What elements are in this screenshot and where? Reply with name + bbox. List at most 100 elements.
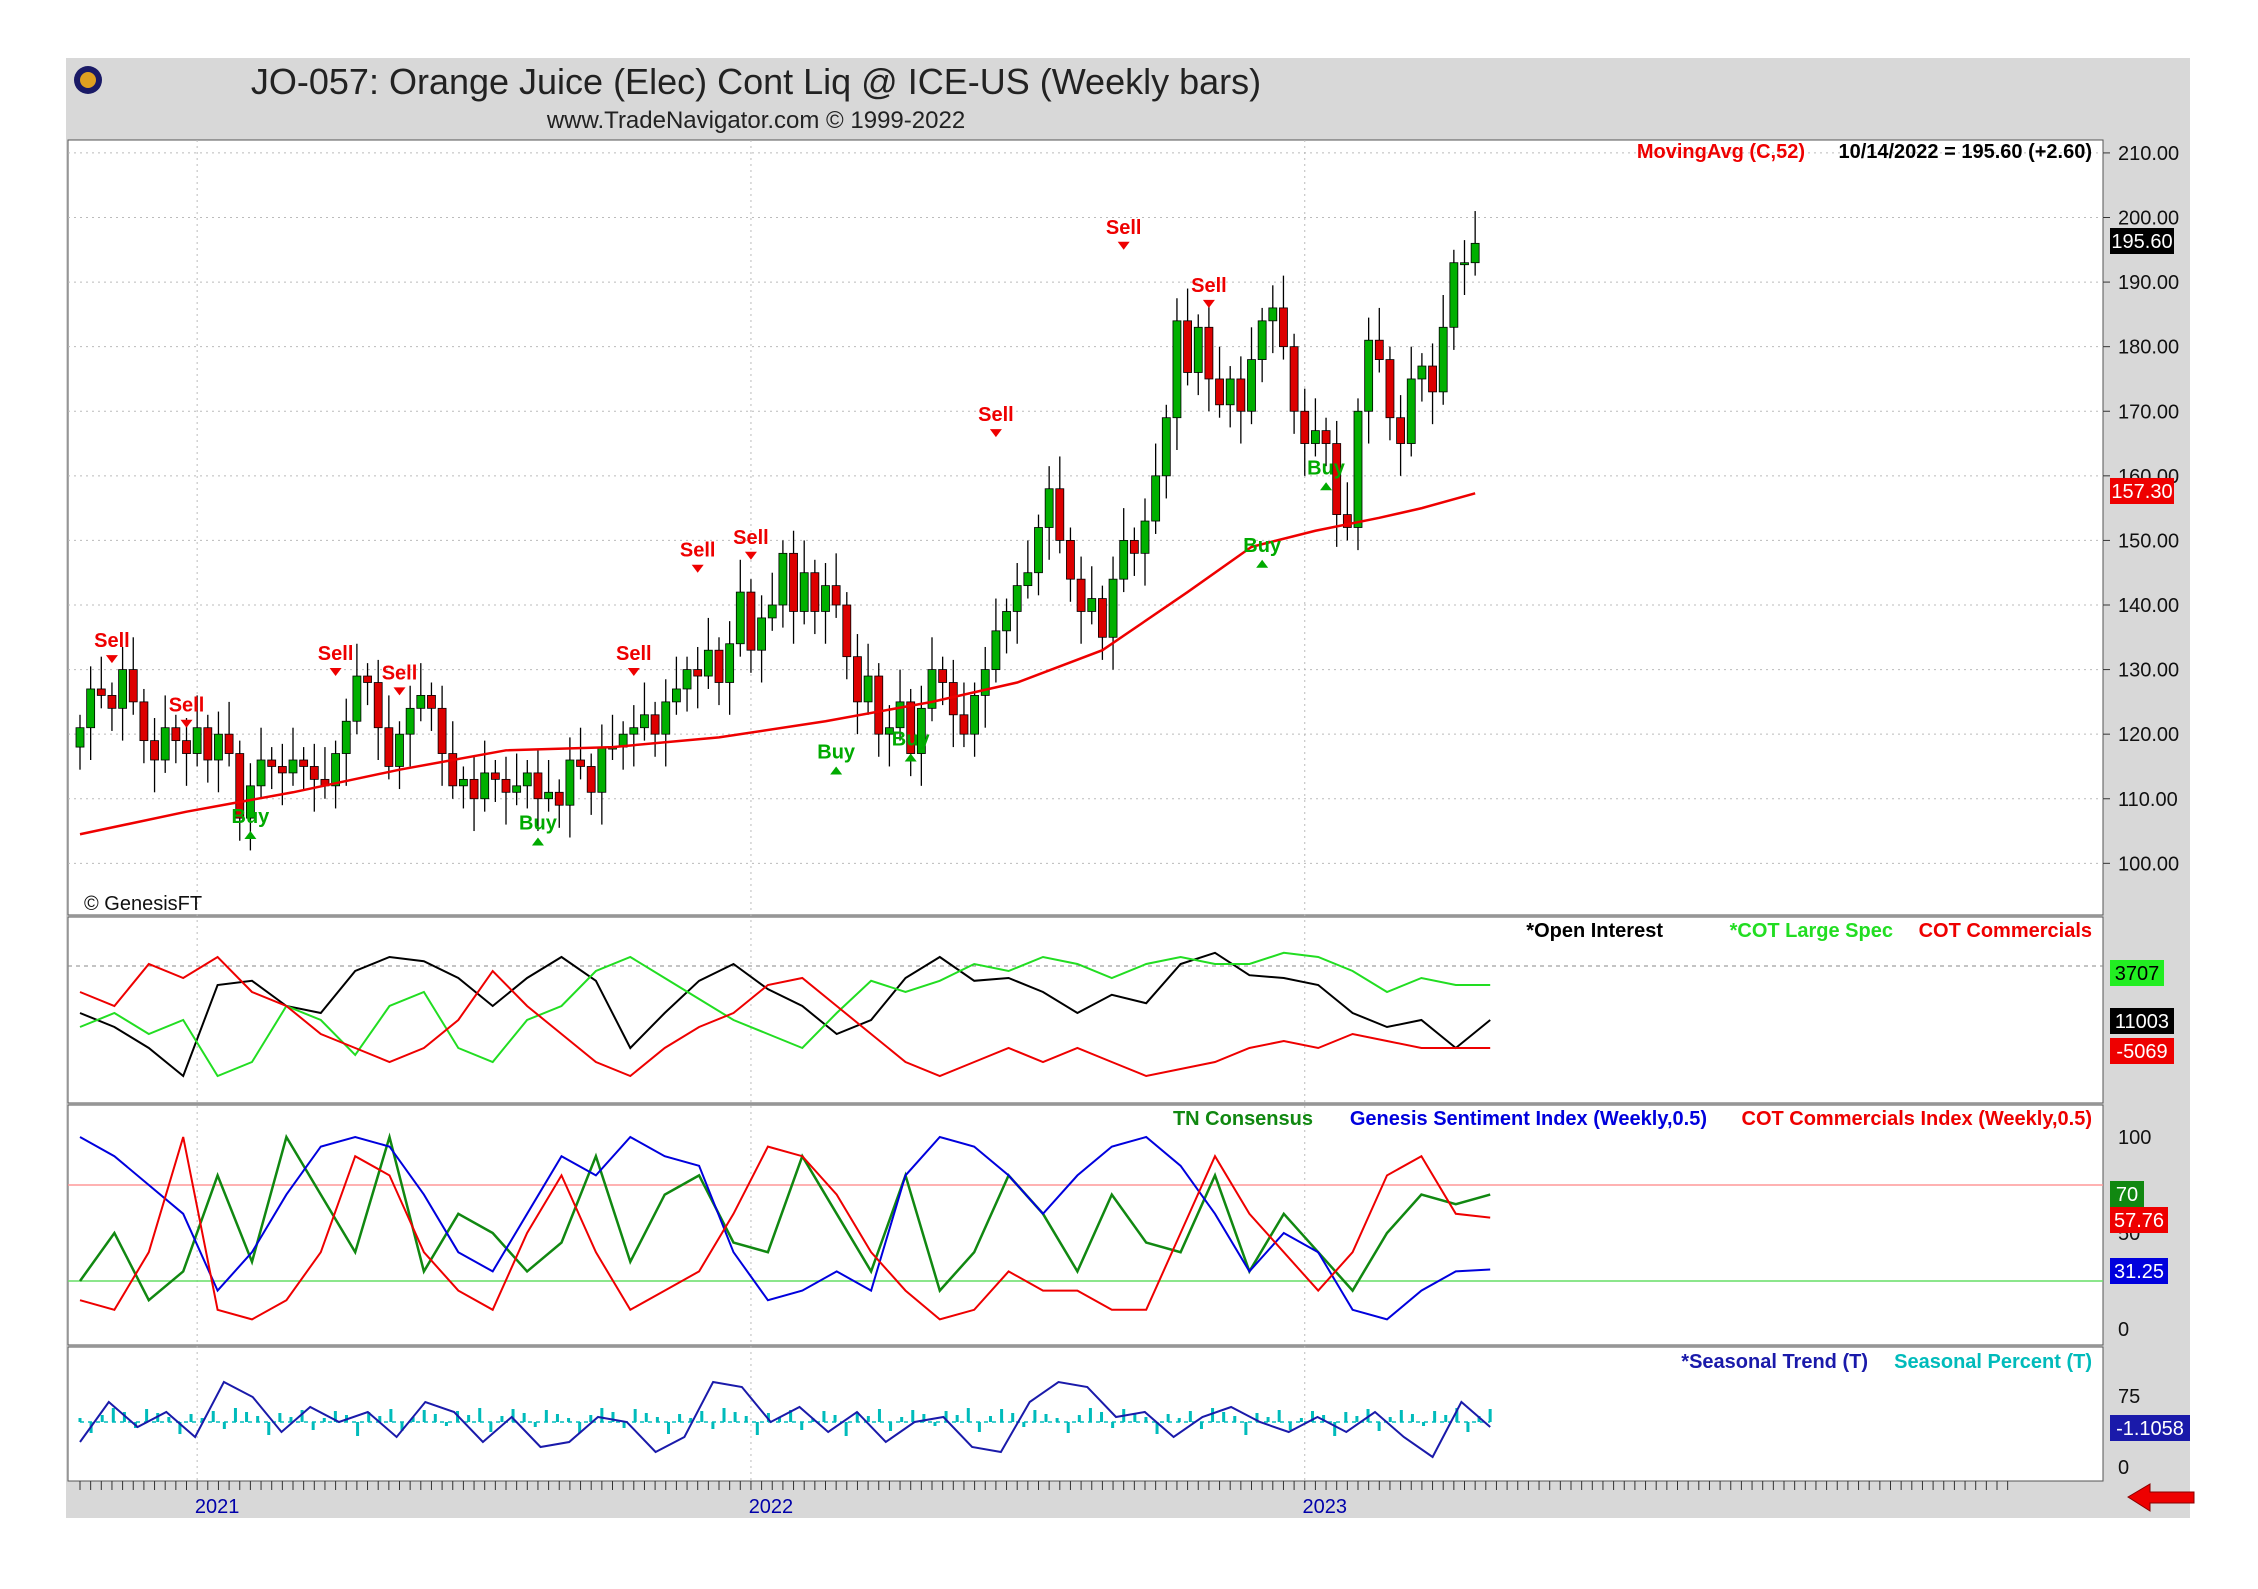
seasonal-percent-bar [356, 1422, 360, 1436]
seasonal-value: -1.1058 [2116, 1418, 2184, 1440]
seasonal-percent-bar [1000, 1409, 1004, 1422]
ma-legend: MovingAvg (C,52) [1637, 141, 1805, 163]
candle [1438, 295, 1448, 405]
large-spec-tag [2110, 960, 2164, 986]
candle [490, 760, 500, 802]
seasonal-percent-bar [1299, 1418, 1303, 1422]
seasonal-percent-bar [1355, 1416, 1359, 1422]
sell-signal: Sell [1106, 217, 1142, 250]
candle [299, 747, 309, 790]
candle [522, 760, 532, 809]
candle [991, 598, 1001, 683]
seasonal-percent-bar [655, 1417, 659, 1422]
candle [331, 740, 341, 809]
price-tick-label: 120.00 [2118, 724, 2179, 746]
seasonal-percent-bar [1388, 1417, 1392, 1422]
candle [1428, 343, 1437, 425]
seasonal-percent-bar [711, 1422, 715, 1429]
seasonal-percent-bar [145, 1409, 149, 1422]
candle [267, 747, 277, 790]
index-tick-label: 0 [2118, 1319, 2129, 1341]
candle [1076, 556, 1086, 644]
seasonal-percent-bar [1088, 1408, 1092, 1422]
seasonal-percent-bar [100, 1415, 104, 1422]
seasonal-percent-bar [1188, 1411, 1192, 1422]
seasonal-percent-bar [122, 1412, 126, 1422]
seasonal-legend-trend: *Seasonal Trend (T) [1681, 1351, 1868, 1373]
last-price-tag [2110, 228, 2174, 254]
commercials-index-value: 57.76 [2114, 1210, 2164, 1232]
price-tick-label: 150.00 [2118, 530, 2179, 552]
seasonal-percent-bar [800, 1422, 804, 1430]
seasonal-percent-bar [833, 1415, 837, 1422]
seasonal-percent-bar [988, 1416, 992, 1422]
seasonal-percent-bar [900, 1417, 904, 1422]
candle [799, 540, 809, 625]
candle [831, 553, 841, 618]
seasonal-percent-bar [278, 1413, 282, 1422]
last-price-label: 195.60 [2111, 231, 2172, 253]
seasonal-percent-bar [1033, 1410, 1037, 1422]
seasonal-percent-bar [78, 1418, 82, 1422]
seasonal-percent-bar [1100, 1412, 1104, 1422]
scroll-right-arrow-icon[interactable] [2127, 1483, 2195, 1512]
candle [96, 656, 106, 709]
candle [427, 682, 436, 731]
seasonal-percent-bar [300, 1410, 304, 1422]
candle [1470, 211, 1480, 276]
candle [1396, 395, 1405, 476]
genesis-sentiment-line [79, 1135, 1491, 1321]
last-ma-label: 157.30 [2111, 481, 2172, 503]
price-tick-label: 180.00 [2118, 337, 2179, 359]
candle [810, 559, 820, 635]
candle [629, 705, 639, 767]
price-tick-label: 200.00 [2118, 208, 2179, 230]
seasonal-percent-bar [256, 1416, 260, 1422]
price-panel [67, 139, 2104, 916]
seasonal-percent-bar [689, 1418, 693, 1422]
commercials-index-line [79, 1136, 1491, 1321]
seasonal-percent-bar [544, 1410, 548, 1422]
cot-panel [67, 916, 2104, 1104]
candle [565, 737, 575, 838]
svg-text:Sell: Sell [382, 662, 418, 684]
commercials-tag [2110, 1038, 2174, 1064]
candle [938, 656, 948, 706]
seasonal-percent-bar [1011, 1413, 1015, 1422]
candle [363, 663, 372, 706]
svg-text:Buy: Buy [519, 813, 558, 835]
candle [1161, 404, 1171, 499]
svg-text:Sell: Sell [169, 695, 205, 717]
candle [214, 711, 223, 793]
candle [1311, 398, 1320, 457]
tn-consensus-line [78, 1132, 1491, 1303]
seasonal-percent-bar [733, 1412, 737, 1422]
seasonal-percent-bar [167, 1417, 171, 1422]
candle [1225, 366, 1235, 428]
seasonal-percent-bar [1310, 1411, 1314, 1422]
candle [416, 663, 426, 722]
candle [1044, 466, 1054, 560]
candle [192, 695, 202, 767]
ma-legend-value: 10/14/2022 = 195.60 (+2.60) [1838, 141, 2092, 163]
seasonal-percent-bar [933, 1422, 937, 1426]
svg-text:Sell: Sell [1106, 217, 1142, 239]
commercials-line [79, 955, 1491, 1078]
candle [959, 682, 969, 748]
seasonal-percent-bar [1066, 1422, 1070, 1433]
seasonal-percent-bar [1444, 1415, 1448, 1422]
candle [746, 579, 756, 673]
candle [1406, 346, 1416, 457]
candle [405, 685, 415, 767]
candle [970, 682, 979, 757]
candle [469, 756, 479, 832]
seasonal-percent-bar [1422, 1422, 1426, 1426]
candle [501, 756, 511, 825]
seasonal-percent-bar [1222, 1412, 1226, 1422]
seasonal-percent-bar [289, 1417, 293, 1422]
large-spec-value: 3707 [2115, 963, 2160, 985]
seasonal-percent-bar [1366, 1409, 1370, 1422]
cot-legend-ls: *COT Large Spec [1730, 920, 1893, 942]
candle [1183, 288, 1192, 386]
